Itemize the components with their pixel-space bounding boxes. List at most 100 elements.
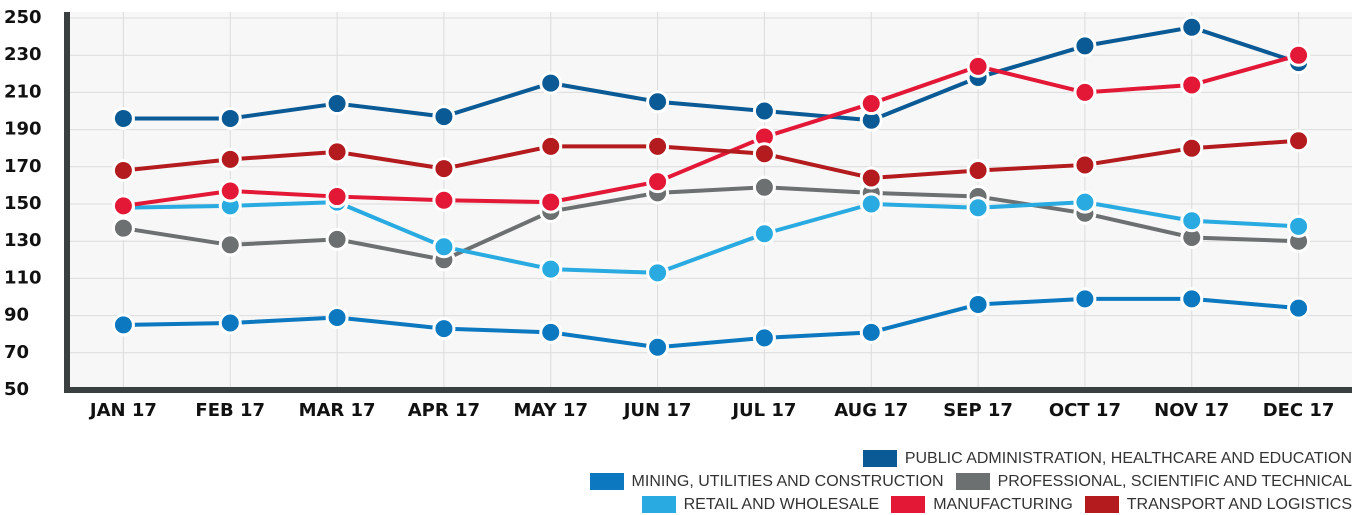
data-point <box>218 233 242 257</box>
data-point <box>752 222 776 246</box>
data-point <box>1073 190 1097 214</box>
data-point <box>752 175 776 199</box>
data-point <box>646 170 670 194</box>
data-point <box>432 317 456 341</box>
data-point <box>1073 287 1097 311</box>
y-tick-label: 250 <box>4 7 42 28</box>
legend-swatch <box>641 496 676 513</box>
data-point <box>218 106 242 130</box>
data-point <box>432 188 456 212</box>
data-point <box>325 305 349 329</box>
data-point <box>966 196 990 220</box>
data-point <box>1180 73 1204 97</box>
data-point <box>752 142 776 166</box>
x-tick-label: OCT 17 <box>1049 400 1121 421</box>
y-tick-label: 90 <box>4 305 29 326</box>
data-point <box>539 257 563 281</box>
legend-swatch <box>862 450 897 467</box>
data-point <box>325 92 349 116</box>
data-point <box>218 147 242 171</box>
data-point <box>966 159 990 183</box>
data-point <box>111 216 135 240</box>
x-tick-label: FEB 17 <box>195 400 265 421</box>
data-point <box>1287 129 1311 153</box>
data-point <box>539 71 563 95</box>
x-tick-label: NOV 17 <box>1154 400 1229 421</box>
data-point <box>646 335 670 359</box>
legend-label: TRANSPORT AND LOGISTICS <box>1126 495 1352 513</box>
y-tick-label: 130 <box>4 230 42 251</box>
legend-item: PROFESSIONAL, SCIENTIFIC AND TECHNICAL <box>955 472 1352 491</box>
data-point <box>111 159 135 183</box>
legend-label: PROFESSIONAL, SCIENTIFIC AND TECHNICAL <box>997 472 1352 490</box>
data-point <box>646 134 670 158</box>
data-point <box>539 190 563 214</box>
x-tick-label: DEC 17 <box>1263 400 1335 421</box>
x-tick-label: JUL 17 <box>730 400 796 421</box>
data-point <box>1180 209 1204 233</box>
y-tick-label: 50 <box>4 379 29 400</box>
data-point <box>646 261 670 285</box>
data-point <box>539 134 563 158</box>
legend-label: MANUFACTURING <box>933 495 1073 513</box>
data-point <box>966 292 990 316</box>
legend-item: PUBLIC ADMINISTRATION, HEALTHCARE AND ED… <box>862 449 1352 468</box>
data-point <box>432 157 456 181</box>
legend-item: MANUFACTURING <box>891 496 1073 514</box>
y-tick-label: 70 <box>4 342 29 363</box>
data-point <box>1180 15 1204 39</box>
x-tick-label: APR 17 <box>408 400 480 421</box>
data-point <box>218 179 242 203</box>
legend-item: RETAIL AND WHOLESALE <box>641 495 880 514</box>
series-line <box>123 296 1299 350</box>
data-point <box>859 320 883 344</box>
data-point <box>1073 80 1097 104</box>
y-tick-label: 150 <box>4 193 42 214</box>
legend-row: PUBLIC ADMINISTRATION, HEALTHCARE AND ED… <box>862 448 1352 469</box>
series-line <box>123 25 1300 123</box>
data-point <box>1180 287 1204 311</box>
y-tick-label: 110 <box>4 267 42 288</box>
data-point <box>325 140 349 164</box>
data-point <box>859 92 883 116</box>
x-tick-label: SEP 17 <box>943 400 1013 421</box>
data-point <box>111 313 135 337</box>
x-tick-label: AUG 17 <box>834 400 908 421</box>
data-point <box>432 235 456 259</box>
data-point <box>1073 34 1097 58</box>
plot-area <box>70 12 1352 390</box>
data-point <box>646 90 670 114</box>
data-point <box>1073 153 1097 177</box>
data-point <box>752 326 776 350</box>
data-point <box>218 311 242 335</box>
data-point <box>1287 296 1311 320</box>
data-point <box>859 166 883 190</box>
y-tick-label: 170 <box>4 156 42 177</box>
data-point <box>859 192 883 216</box>
series-line <box>123 138 1299 180</box>
data-point <box>966 54 990 78</box>
legend-item: MINING, UTILITIES AND CONSTRUCTION <box>589 473 944 491</box>
legend-row: MINING, UTILITIES AND CONSTRUCTION PROFES… <box>589 471 1352 492</box>
data-point <box>111 194 135 218</box>
data-point <box>1287 43 1311 67</box>
legend-swatch <box>589 473 624 490</box>
legend-row: RETAIL AND WHOLESALE MANUFACTURING TRANSPO… <box>641 494 1352 515</box>
data-point <box>325 227 349 251</box>
legend-item: TRANSPORT AND LOGISTICS <box>1084 495 1352 514</box>
series-line <box>123 185 1299 262</box>
x-tick-label: JAN 17 <box>88 400 157 421</box>
legend: PUBLIC ADMINISTRATION, HEALTHCARE AND ED… <box>589 448 1352 515</box>
chart: 50 70 90 110 130 150 170 190 210 230 250 JAN 17 FEB … <box>4 7 1352 421</box>
legend-swatch <box>955 473 990 490</box>
y-tick-label: 210 <box>4 81 42 102</box>
series-line <box>123 200 1299 275</box>
data-point <box>1287 214 1311 238</box>
legend-label: RETAIL AND WHOLESALE <box>683 495 880 513</box>
y-tick-label: 190 <box>4 119 42 140</box>
legend-swatch <box>891 496 926 513</box>
legend-label: PUBLIC ADMINISTRATION, HEALTHCARE AND ED… <box>904 449 1352 467</box>
data-point <box>325 185 349 209</box>
x-tick-label: MAR 17 <box>299 400 376 421</box>
